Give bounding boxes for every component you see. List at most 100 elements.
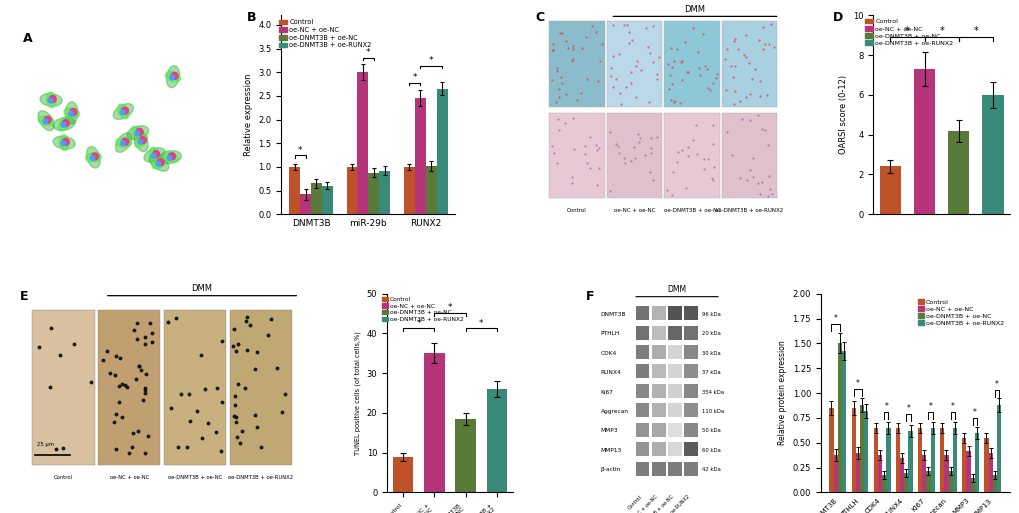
Ellipse shape (58, 117, 70, 131)
Text: Aggrecan: Aggrecan (600, 409, 628, 414)
Ellipse shape (127, 126, 149, 140)
Ellipse shape (64, 108, 79, 118)
Circle shape (138, 140, 143, 144)
Ellipse shape (115, 138, 131, 147)
Bar (300, 194, 311, 214)
Bar (921, 455, 925, 492)
Bar (289, 167, 300, 214)
Circle shape (121, 107, 128, 114)
Ellipse shape (117, 104, 128, 119)
FancyBboxPatch shape (549, 22, 604, 107)
Text: *: * (479, 319, 483, 328)
Text: 20 kDa: 20 kDa (701, 331, 720, 336)
Legend: Control, oe-NC + oe-NC, oe-DNMT3B + oe-NC, oe-DNMT3B + oe-RUNX2: Control, oe-NC + oe-NC, oe-DNMT3B + oe-N… (379, 294, 466, 324)
Text: *: * (883, 402, 888, 411)
Text: 30 kDa: 30 kDa (701, 351, 719, 356)
FancyBboxPatch shape (635, 442, 649, 456)
Ellipse shape (86, 152, 101, 162)
Legend: Control, oe-NC + oe-NC, oe-DNMT3B + oe-NC, oe-DNMT3B + oe-RUNX2: Control, oe-NC + oe-NC, oe-DNMT3B + oe-N… (862, 16, 955, 48)
Bar (886, 428, 890, 492)
Text: *: * (429, 56, 433, 65)
Circle shape (92, 153, 99, 160)
Text: *: * (447, 303, 451, 312)
FancyBboxPatch shape (635, 345, 649, 359)
Bar (404, 167, 415, 214)
Bar (851, 408, 855, 492)
FancyBboxPatch shape (667, 442, 681, 456)
Text: *: * (972, 408, 976, 417)
FancyBboxPatch shape (635, 326, 649, 340)
Ellipse shape (53, 117, 75, 130)
Y-axis label: Relative protein expression: Relative protein expression (777, 341, 787, 445)
Text: MMP3: MMP3 (600, 428, 618, 433)
Text: 96 kDa: 96 kDa (701, 312, 720, 317)
Circle shape (153, 151, 160, 157)
Text: oe-NC + oe-NC: oe-NC + oe-NC (629, 495, 658, 513)
Bar (899, 458, 903, 492)
Y-axis label: TUNEL positive cells (of total cells,%): TUNEL positive cells (of total cells,%) (355, 331, 361, 455)
Ellipse shape (133, 130, 148, 152)
Bar (878, 166, 900, 214)
FancyBboxPatch shape (549, 113, 604, 199)
Circle shape (61, 122, 65, 127)
FancyBboxPatch shape (684, 442, 697, 456)
Bar (833, 455, 837, 492)
Circle shape (169, 75, 174, 80)
Bar (925, 470, 929, 492)
Text: oe-DNMT3B + oe-RUNX2: oe-DNMT3B + oe-RUNX2 (644, 495, 691, 513)
FancyBboxPatch shape (667, 364, 681, 379)
Text: *: * (927, 402, 931, 411)
Circle shape (151, 153, 156, 158)
Y-axis label: Relative expression: Relative expression (244, 73, 253, 156)
Circle shape (49, 95, 56, 103)
Circle shape (44, 116, 51, 123)
Ellipse shape (149, 147, 160, 163)
Circle shape (120, 110, 124, 115)
Ellipse shape (165, 71, 180, 82)
Text: F: F (585, 290, 594, 303)
Text: *: * (416, 319, 421, 328)
Text: 25 μm: 25 μm (132, 168, 156, 177)
Ellipse shape (59, 135, 69, 151)
Ellipse shape (135, 134, 148, 148)
Circle shape (61, 141, 65, 146)
Text: 110 kDa: 110 kDa (701, 409, 723, 414)
Text: Control: Control (626, 495, 642, 510)
Bar (996, 405, 1001, 492)
Bar (346, 167, 357, 214)
Ellipse shape (113, 104, 133, 120)
Bar (873, 428, 877, 492)
Text: *: * (855, 379, 859, 388)
Bar (311, 184, 322, 214)
Text: RUNX4: RUNX4 (600, 370, 621, 375)
Circle shape (69, 109, 76, 115)
Text: A: A (22, 32, 33, 45)
Text: oe-DNMT3B + oe-RUNX2: oe-DNMT3B + oe-RUNX2 (228, 475, 293, 480)
Ellipse shape (53, 136, 75, 149)
Circle shape (90, 156, 95, 161)
FancyBboxPatch shape (164, 309, 226, 465)
Bar (983, 438, 987, 492)
Ellipse shape (144, 148, 165, 162)
FancyBboxPatch shape (684, 364, 697, 379)
Bar (425, 166, 436, 214)
Bar (965, 451, 970, 492)
FancyBboxPatch shape (684, 403, 697, 417)
Text: oe-NC + oe-NC: oe-NC + oe-NC (109, 475, 149, 480)
FancyBboxPatch shape (663, 22, 719, 107)
Bar (948, 131, 968, 214)
FancyBboxPatch shape (684, 462, 697, 476)
Circle shape (135, 131, 140, 136)
Ellipse shape (38, 116, 54, 126)
FancyBboxPatch shape (32, 309, 95, 465)
Bar (895, 428, 899, 492)
Bar (322, 186, 332, 214)
Bar (877, 455, 881, 492)
Bar (859, 405, 863, 492)
Ellipse shape (40, 93, 62, 106)
FancyBboxPatch shape (98, 309, 160, 465)
Text: E: E (19, 290, 29, 303)
Bar (917, 428, 921, 492)
FancyBboxPatch shape (651, 442, 665, 456)
Circle shape (48, 98, 53, 103)
